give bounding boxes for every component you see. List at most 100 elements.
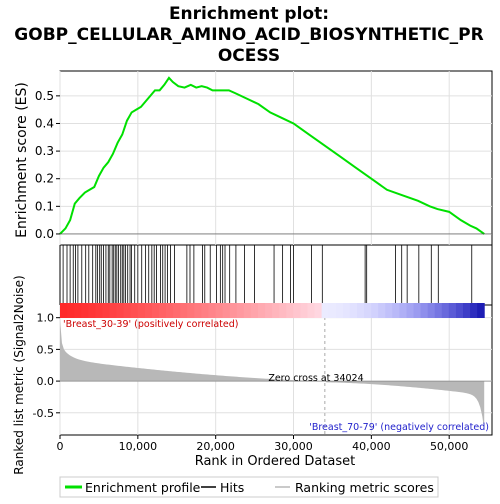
metric-y-tick-label: 0.5 [37,343,55,356]
chart-title-line-3: OCESS [218,46,280,66]
x-tick-label: 10,000 [119,440,158,453]
colorbar-segment [229,303,238,318]
colorbar-segment [448,303,457,318]
colorbar-segment [67,303,75,318]
es-grid [59,71,492,245]
colorbar-segment [385,303,393,318]
legend-box [59,476,439,498]
metric-y-tick-label: -0.5 [33,407,54,420]
legend-metric-label: Ranking metric scores [295,480,434,495]
colorbar-segment [166,303,174,318]
colorbar-segment [88,303,96,318]
colorbar-segment [307,303,316,318]
axes-group: 0.0 0.1 0.2 0.3 0.4 0.5 -0.5 0.0 0.5 1.0 0 10,000 20… [33,89,469,453]
colorbar-segment [102,303,110,318]
hits-group [62,245,473,303]
colorbar-segment [173,303,181,318]
x-tick-label: 0 [57,440,64,453]
colorbar-segment [364,303,372,318]
metric-y-axis-label: Ranked list metric (Signal2Noise) [12,275,26,474]
colorbar-segment [215,303,224,318]
colorbar-segment [356,303,365,318]
colorbar-segment [342,303,351,318]
metric-y-tick-label: 1.0 [37,312,55,325]
colorbar-segment [378,303,386,318]
es-y-tick-label: 0.2 [35,172,54,186]
colorbar-segment [441,303,450,318]
colorbar-segment [60,303,68,318]
colorbar-segment [137,303,146,318]
es-y-tick-label: 0.3 [35,144,54,158]
colorbar-segment [272,303,280,318]
colorbar-segment [257,303,266,318]
colorbar-segment [392,303,400,318]
colorbar-segment [434,303,443,318]
colorbar-segment [236,303,245,318]
colorbar-segment [321,303,330,318]
zero-cross-label: Zero cross at 34024 [268,373,363,384]
metric-area [60,317,492,435]
x-tick-label: 30,000 [274,440,313,453]
es-line-group [59,76,492,235]
x-tick-label: 20,000 [196,440,235,453]
es-y-tick-label: 0.5 [35,89,54,103]
colorbar-segment [300,303,308,318]
colorbar-segment [314,303,323,318]
colorbar-segment [420,303,429,318]
colorbar-segment [194,303,202,318]
colorbar-segment [406,303,415,318]
colorbar-segment [158,303,167,318]
positive-correlation-label: 'Breast_30-39' (positively correlated) [63,319,239,330]
colorbar-segment [250,303,259,318]
colorbar-segment [222,303,231,318]
colorbar-segment [109,303,118,318]
es-y-axis-label: Enrichment score (ES) [14,82,30,238]
colorbar-segment [208,303,217,318]
colorbar-segment [463,303,471,318]
colorbar-segment [74,303,82,318]
rank-colorbar [60,303,485,318]
colorbar-segment [286,303,294,318]
colorbar-segment [335,303,344,318]
es-panel-frame [59,70,493,246]
colorbar-segment [116,303,125,318]
colorbar-segment [151,303,160,318]
colorbar-segment [279,303,287,318]
colorbar-segment [130,303,139,318]
colorbar-segment [144,303,153,318]
legend-hits-label: Hits [220,480,244,495]
es-y-tick-label: 0.4 [35,116,54,130]
chart-title-line-1: Enrichment plot: [169,4,329,24]
es-y-tick-label: 0.0 [35,227,54,241]
colorbar-segment [95,303,103,318]
colorbar-segment [399,303,407,318]
colorbar-segment [455,303,464,318]
colorbar-segment [371,303,379,318]
colorbar-segment [470,303,478,318]
chart-title-line-2: GOBP_CELLULAR_AMINO_ACID_BIOSYNTHETIC_PR [14,25,483,45]
es-y-tick-label: 0.1 [35,199,54,213]
enrichment-profile-line [59,76,485,235]
metric-y-tick-label: 0.0 [37,375,55,388]
colorbar-segment [427,303,436,318]
colorbar-segment [328,303,337,318]
negative-correlation-label: 'Breast_70-79' (negatively correlated) [309,422,489,433]
colorbar-segment [293,303,301,318]
colorbar-segment [187,303,195,318]
colorbar-segment [201,303,209,318]
colorbar-segment [413,303,422,318]
colorbar-segment [477,303,485,318]
x-tick-label: 40,000 [352,440,391,453]
x-axis-label: Rank in Ordered Dataset [195,454,356,469]
colorbar-segment [180,303,188,318]
colorbar-segment [81,303,89,318]
metric-area-fill [60,319,485,430]
colorbar-segment [123,303,132,318]
hits-panel-frame [59,244,493,306]
colorbar-segment [243,303,252,318]
legend-es-label: Enrichment profile [85,480,201,495]
colorbar-segment [349,303,358,318]
colorbar-segment [265,303,273,318]
x-tick-label: 50,000 [430,440,469,453]
